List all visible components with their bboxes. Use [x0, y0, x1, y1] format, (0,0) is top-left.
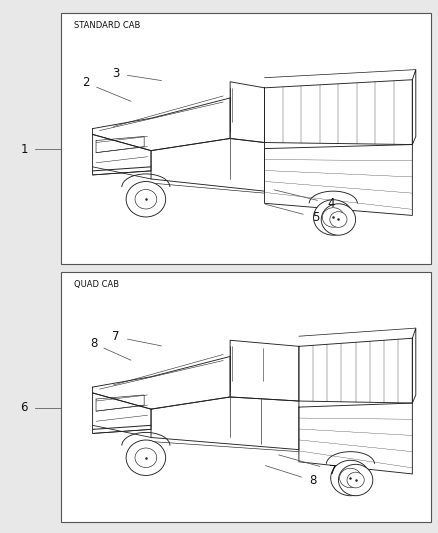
Text: 4: 4: [327, 197, 335, 210]
Bar: [61, 13, 431, 264]
Text: STANDARD CAB: STANDARD CAB: [74, 21, 141, 30]
Ellipse shape: [314, 200, 353, 235]
Ellipse shape: [322, 208, 344, 227]
Ellipse shape: [126, 182, 166, 217]
Text: 2: 2: [81, 76, 89, 89]
Text: 5: 5: [312, 211, 319, 224]
Text: 7: 7: [329, 464, 337, 477]
Text: 8: 8: [310, 474, 317, 487]
Text: 1: 1: [20, 143, 28, 156]
Ellipse shape: [135, 190, 157, 209]
Ellipse shape: [339, 464, 373, 496]
Ellipse shape: [331, 461, 370, 496]
Ellipse shape: [339, 469, 361, 488]
Text: QUAD CAB: QUAD CAB: [74, 280, 120, 289]
Text: 7: 7: [112, 330, 120, 343]
Ellipse shape: [126, 440, 166, 475]
Text: 8: 8: [91, 337, 98, 350]
Bar: [61, 272, 431, 522]
Ellipse shape: [330, 212, 347, 228]
Text: 3: 3: [113, 67, 120, 80]
Text: 6: 6: [20, 401, 28, 414]
Ellipse shape: [321, 204, 356, 235]
Ellipse shape: [347, 472, 364, 488]
Ellipse shape: [135, 448, 157, 467]
